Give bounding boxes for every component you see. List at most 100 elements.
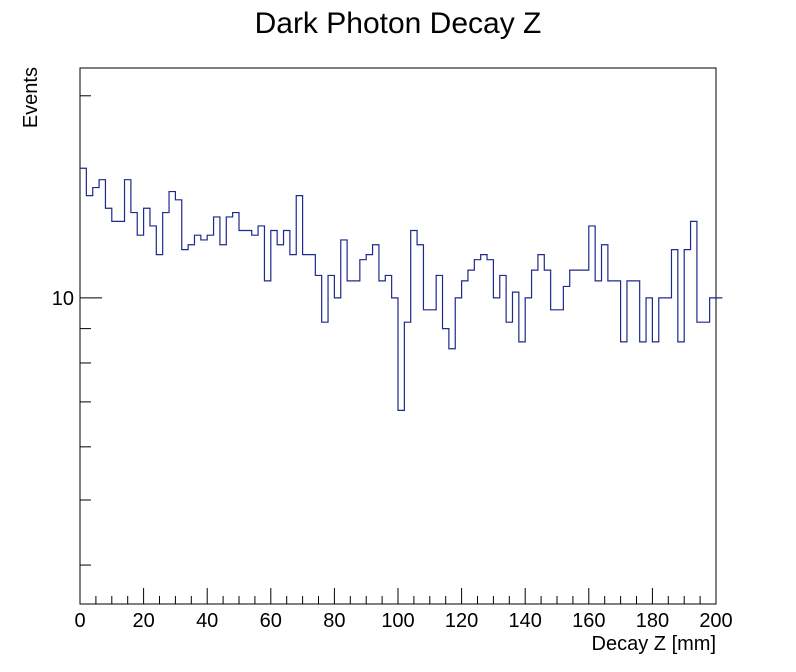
histogram-bin xyxy=(182,250,188,604)
x-tick-label: 100 xyxy=(381,610,414,632)
histogram-bin xyxy=(602,245,608,604)
histogram-bin xyxy=(220,245,226,604)
histogram-bin xyxy=(576,270,582,604)
histogram-series-line xyxy=(80,167,723,411)
histogram-bin xyxy=(500,275,506,604)
histogram-bin xyxy=(214,217,220,604)
histogram-bin xyxy=(284,231,290,604)
x-tick-label: 20 xyxy=(132,610,154,632)
x-tick-label: 120 xyxy=(445,610,478,632)
histogram-bins xyxy=(80,168,722,604)
histogram-bin xyxy=(525,298,531,604)
histogram-bin xyxy=(563,286,569,604)
histogram-bin xyxy=(194,235,200,604)
histogram-bin xyxy=(144,208,150,604)
x-tick-label: 0 xyxy=(74,610,85,632)
y-tick-label: 10 xyxy=(52,288,74,310)
histogram-bin xyxy=(353,281,359,604)
histogram-bin xyxy=(557,310,563,604)
histogram-bin xyxy=(582,270,588,604)
histogram-bin xyxy=(163,213,169,604)
histogram-bin xyxy=(697,322,703,604)
histogram-bin xyxy=(290,255,296,604)
histogram-bin xyxy=(665,298,671,604)
x-tick-label: 40 xyxy=(196,610,218,632)
histogram-bin xyxy=(411,231,417,604)
histogram-bin xyxy=(417,245,423,604)
histogram-bin xyxy=(112,221,118,604)
x-tick-label: 60 xyxy=(260,610,282,632)
histogram-bin xyxy=(716,298,722,604)
histogram-bin xyxy=(169,192,175,604)
histogram-bin xyxy=(315,275,321,604)
histogram-bin xyxy=(633,281,639,604)
histogram-bin xyxy=(678,342,684,604)
histogram-bin xyxy=(277,245,283,604)
histogram-bin xyxy=(621,342,627,604)
histogram-bin xyxy=(462,281,468,604)
histogram-bin xyxy=(258,226,264,604)
x-tick-label: 80 xyxy=(323,610,345,632)
histogram-bin xyxy=(233,213,239,604)
x-tick-label: 200 xyxy=(699,610,732,632)
histogram-bin xyxy=(640,342,646,604)
histogram-bin xyxy=(684,250,690,604)
histogram-bin xyxy=(385,275,391,604)
histogram-bin xyxy=(239,231,245,604)
x-tick-label: 160 xyxy=(572,610,605,632)
histogram-bin xyxy=(710,298,716,604)
x-axis-label: Decay Z [mm] xyxy=(592,633,716,655)
histogram-bin xyxy=(519,342,525,604)
histogram-bin xyxy=(156,255,162,604)
histogram-bin xyxy=(455,298,461,604)
y-axis-label: Events xyxy=(20,67,42,128)
histogram-bin xyxy=(532,270,538,604)
histogram-bin xyxy=(296,196,302,604)
histogram-bin xyxy=(271,231,277,604)
histogram-bin xyxy=(207,235,213,604)
y-axis-ticks xyxy=(80,95,102,566)
histogram-bin xyxy=(303,255,309,604)
histogram-bin xyxy=(398,410,404,604)
x-axis-ticks xyxy=(79,588,717,604)
histogram-bin xyxy=(436,275,442,604)
histogram-bin xyxy=(322,322,328,604)
histogram-bin xyxy=(614,281,620,604)
histogram-bin xyxy=(589,226,595,604)
histogram-bin xyxy=(551,310,557,604)
histogram-bin xyxy=(245,231,251,604)
histogram-bin xyxy=(125,180,131,604)
histogram-bin xyxy=(347,281,353,604)
histogram-bin xyxy=(309,255,315,604)
histogram-bin xyxy=(430,310,436,604)
histogram-bin xyxy=(703,322,709,604)
histogram-bin xyxy=(506,322,512,604)
histogram-bin xyxy=(264,281,270,604)
histogram-bin xyxy=(252,235,258,604)
histogram-bin xyxy=(226,217,232,604)
y-axis-tick-labels: 10 xyxy=(52,288,74,310)
histogram-bin xyxy=(379,281,385,604)
histogram-bin xyxy=(652,342,658,604)
histogram-bin xyxy=(341,240,347,604)
histogram-bin xyxy=(150,226,156,604)
x-tick-label: 180 xyxy=(636,610,669,632)
histogram-bin xyxy=(608,281,614,604)
histogram-bin xyxy=(93,188,99,604)
histogram-bin xyxy=(481,255,487,604)
histogram-bin xyxy=(366,255,372,604)
histogram-bin xyxy=(570,270,576,604)
histogram-bin xyxy=(671,250,677,604)
histogram-bin xyxy=(493,298,499,604)
x-axis-tick-labels: 0 20 40 60 80 100 120 140 160 180 200 xyxy=(74,610,732,632)
histogram-bin xyxy=(328,275,334,604)
histogram-bin xyxy=(538,255,544,604)
histogram-bin xyxy=(373,245,379,604)
histogram-bin xyxy=(392,298,398,604)
histogram-bin xyxy=(404,322,410,604)
histogram-bin xyxy=(86,196,92,604)
histogram-bin xyxy=(512,292,518,604)
histogram-bin xyxy=(468,270,474,604)
histogram-bin xyxy=(487,260,493,604)
histogram-bin xyxy=(105,208,111,604)
